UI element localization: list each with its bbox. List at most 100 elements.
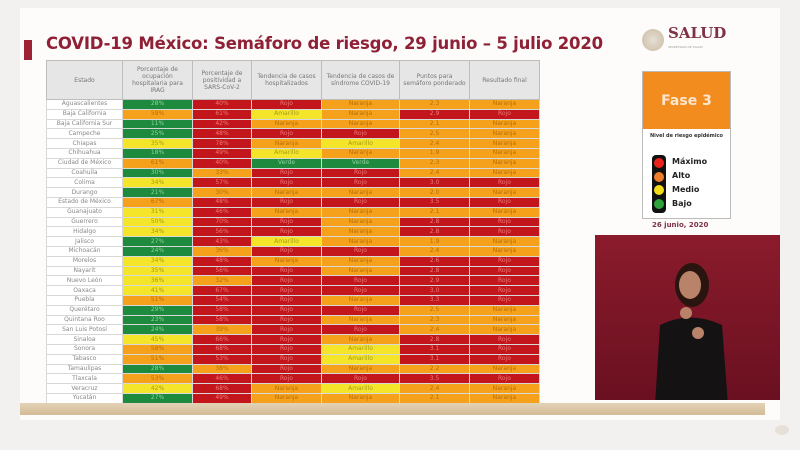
state-cell: Chiapas — [46, 138, 123, 149]
positivity-cell: 36% — [192, 245, 252, 257]
hospital-trend-cell: Rojo — [251, 294, 322, 306]
points-cell: 2.8 — [399, 216, 470, 228]
occupancy-cell: 21% — [122, 187, 193, 198]
occupancy-cell: 51% — [122, 353, 193, 365]
occupancy-cell: 23% — [122, 314, 193, 326]
hospital-trend-cell: Rojo — [251, 99, 322, 110]
table-row: Baja California Sur 11% 42% Naranja Naranja 2… — [46, 118, 540, 130]
hospital-trend-cell: Naranja — [251, 138, 322, 149]
positivity-cell: 66% — [192, 334, 252, 345]
table-body: Aguascalientes 28% 40% Rojo Naranja 2.3 Naranj… — [46, 99, 540, 414]
result-cell: Rojo — [469, 294, 540, 306]
positivity-cell: 58% — [192, 304, 252, 316]
state-cell: Tamaulipas — [46, 363, 123, 375]
covid-trend-cell: Naranja — [321, 216, 400, 228]
occupancy-cell: 50% — [122, 216, 193, 228]
covid-trend-cell: Rojo — [321, 245, 400, 257]
column-header: Puntos para semáforo ponderado — [399, 60, 470, 100]
occupancy-cell: 35% — [122, 138, 193, 149]
table-row: Nayarit 35% 56% Rojo Naranja 2.8 Rojo — [46, 265, 540, 277]
table-row: Tlaxcala 53% 46% Rojo Rojo 3.5 Rojo — [46, 373, 540, 385]
occupancy-cell: 61% — [122, 157, 193, 169]
hospital-trend-cell: Rojo — [251, 245, 322, 257]
table-row: San Luis Potosí 24% 39% Rojo Rojo 2.4 Naranja — [46, 324, 540, 336]
points-cell: 3.5 — [399, 196, 470, 208]
covid-trend-cell: Naranja — [321, 255, 400, 267]
column-header: Porcentaje de positividad a SARS-CoV-2 — [192, 60, 252, 100]
occupancy-cell: 59% — [122, 108, 193, 120]
points-cell: 2.2 — [399, 363, 470, 375]
positivity-cell: 68% — [192, 343, 252, 355]
state-cell: Jalisco — [46, 236, 123, 247]
result-cell: Naranja — [469, 147, 540, 159]
covid-trend-cell: Naranja — [321, 314, 400, 326]
points-cell: 2.0 — [399, 187, 470, 198]
table-row: Ciudad de México 61% 40% Verde Verde 2.3 Naran… — [46, 157, 540, 169]
table-row: Sinaloa 45% 66% Rojo Naranja 2.8 Rojo — [46, 334, 540, 345]
watermark-icon — [775, 425, 789, 435]
positivity-cell: 70% — [192, 216, 252, 228]
positivity-cell: 53% — [192, 353, 252, 365]
positivity-cell: 40% — [192, 99, 252, 110]
occupancy-cell: 25% — [122, 128, 193, 140]
positivity-cell: 54% — [192, 294, 252, 306]
result-cell: Rojo — [469, 255, 540, 267]
occupancy-cell: 29% — [122, 304, 193, 316]
points-cell: 2.4 — [399, 383, 470, 394]
occupancy-cell: 28% — [122, 99, 193, 110]
positivity-cell: 78% — [192, 138, 252, 149]
occupancy-cell: 18% — [122, 147, 193, 159]
column-header: Estado — [46, 60, 123, 100]
hospital-trend-cell: Rojo — [251, 363, 322, 375]
result-cell: Rojo — [469, 216, 540, 228]
positivity-cell: 58% — [192, 314, 252, 326]
state-cell: Baja California Sur — [46, 118, 123, 130]
state-cell: Coahuila — [46, 167, 123, 179]
result-cell: Rojo — [469, 353, 540, 365]
covid-trend-cell: Amarillo — [321, 383, 400, 394]
positivity-cell: 48% — [192, 255, 252, 267]
state-cell: Guerrero — [46, 216, 123, 228]
state-cell: Querétaro — [46, 304, 123, 316]
positivity-cell: 43% — [192, 236, 252, 247]
phase-label: Fase 3 — [643, 72, 730, 129]
title-accent-bar — [24, 40, 32, 60]
hospital-trend-cell: Rojo — [251, 275, 322, 287]
table-row: Jalisco 27% 43% Amarillo Naranja 1.9 Naranja — [46, 236, 540, 247]
result-cell: Naranja — [469, 128, 540, 140]
points-cell: 2.4 — [399, 245, 470, 257]
points-cell: 1.9 — [399, 236, 470, 247]
occupancy-cell: 24% — [122, 245, 193, 257]
table-row: Chiapas 35% 78% Naranja Amarillo 2.4 Naranja — [46, 138, 540, 149]
points-cell: 2.8 — [399, 265, 470, 277]
seal-icon — [642, 29, 664, 51]
hospital-trend-cell: Naranja — [251, 255, 322, 267]
phase-card: Fase 3 Nivel de riesgo epidémico Máximo … — [642, 71, 731, 219]
hospital-trend-cell: Verde — [251, 157, 322, 169]
occupancy-cell: 51% — [122, 294, 193, 306]
table-row: Querétaro 29% 58% Rojo Rojo 2.5 Naranja — [46, 304, 540, 316]
state-cell: Aguascalientes — [46, 99, 123, 110]
points-cell: 3.0 — [399, 177, 470, 189]
positivity-cell: 42% — [192, 118, 252, 130]
level-alto: Alto — [672, 171, 691, 180]
positivity-cell: 32% — [192, 275, 252, 287]
points-cell: 2.6 — [399, 255, 470, 267]
interpreter-figure — [655, 263, 728, 400]
covid-trend-cell: Rojo — [321, 128, 400, 140]
result-cell: Naranja — [469, 138, 540, 149]
occupancy-cell: 31% — [122, 206, 193, 218]
result-cell: Naranja — [469, 304, 540, 316]
table-row: Tamaulipas 28% 38% Rojo Naranja 2.2 Naranja — [46, 363, 540, 375]
table-row: Quintana Roo 23% 58% Rojo Naranja 2.3 Naranja — [46, 314, 540, 326]
covid-trend-cell: Naranja — [321, 392, 400, 404]
points-cell: 3.0 — [399, 285, 470, 296]
points-cell: 1.9 — [399, 147, 470, 159]
points-cell: 2.1 — [399, 206, 470, 218]
positivity-cell: 48% — [192, 196, 252, 208]
hospital-trend-cell: Rojo — [251, 265, 322, 277]
result-cell: Naranja — [469, 324, 540, 336]
points-cell: 2.4 — [399, 167, 470, 179]
result-cell: Naranja — [469, 118, 540, 130]
table-row: Oaxaca 41% 67% Rojo Rojo 3.0 Rojo — [46, 285, 540, 296]
